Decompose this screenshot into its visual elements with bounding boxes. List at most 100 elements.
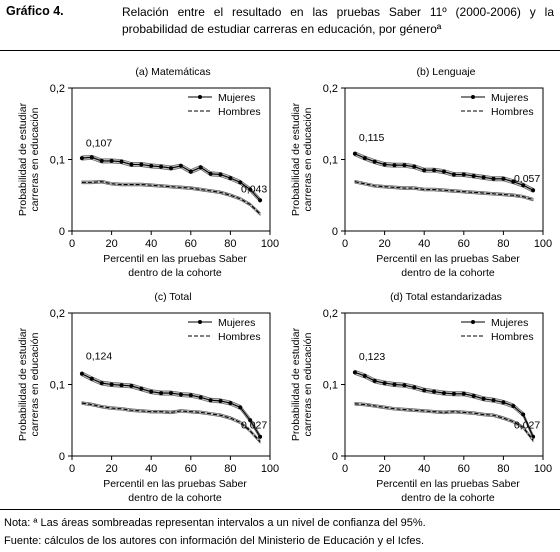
figure-title: Relación entre el resultado en las prueb… bbox=[122, 5, 554, 36]
mujeres-point bbox=[188, 169, 193, 174]
mujeres-point bbox=[218, 398, 223, 403]
y-tick-label: 0 bbox=[59, 226, 65, 238]
data-label: 0,124 bbox=[86, 350, 112, 362]
x-axis-label-line2: dentro de la cohorte bbox=[128, 267, 222, 279]
mujeres-point bbox=[89, 376, 94, 381]
y-axis-label-line1: Probabilidad de estudiar bbox=[17, 102, 29, 216]
footer-rule bbox=[0, 509, 560, 510]
data-label: 0,115 bbox=[359, 132, 385, 144]
mujeres-point bbox=[188, 393, 193, 398]
series-hombres-line bbox=[354, 181, 534, 201]
footer-source: Fuente: cálculos de los autores con info… bbox=[4, 535, 425, 547]
mujeres-point bbox=[248, 418, 253, 423]
mujeres-point bbox=[149, 163, 154, 168]
mujeres-point bbox=[382, 162, 387, 167]
y-tick-label: 0,2 bbox=[50, 83, 65, 95]
mujeres-point bbox=[442, 391, 446, 396]
mujeres-point bbox=[248, 187, 253, 192]
mujeres-point bbox=[99, 381, 104, 386]
mujeres-point bbox=[481, 396, 486, 401]
mujeres-point bbox=[511, 179, 516, 184]
legend-label-hombres: Hombres bbox=[218, 106, 261, 118]
chart-panel-3: (c) Total 0 20 40 60 80 100 0 0,1 0,2 Probabilidad… bbox=[17, 291, 279, 504]
mujeres-point bbox=[422, 168, 427, 173]
legend-label-mujeres: Mujeres bbox=[218, 317, 255, 329]
x-axis-label-line2: dentro de la cohorte bbox=[401, 492, 495, 504]
y-tick-label: 0,1 bbox=[50, 155, 65, 167]
data-label: 0,043 bbox=[241, 183, 267, 195]
x-tick-label: 0 bbox=[69, 463, 75, 475]
series-hombres-line bbox=[81, 402, 261, 443]
mujeres-point bbox=[481, 175, 486, 180]
x-tick-label: 20 bbox=[378, 238, 390, 250]
y-tick-label: 0,2 bbox=[50, 308, 65, 320]
legend-label-hombres: Hombres bbox=[218, 331, 261, 343]
chart-title: (a) Matemáticas bbox=[135, 66, 210, 78]
mujeres-point bbox=[208, 398, 213, 403]
mujeres-point bbox=[258, 198, 263, 203]
y-tick-label: 0 bbox=[59, 451, 65, 463]
mujeres-point bbox=[451, 172, 456, 177]
y-axis-label-line1: Probabilidad de estudiar bbox=[290, 327, 302, 441]
mujeres-point bbox=[362, 373, 367, 378]
y-tick-label: 0 bbox=[332, 226, 338, 238]
mujeres-point bbox=[352, 370, 357, 375]
figure-label: Gráfico 4. bbox=[6, 4, 64, 18]
mujeres-point bbox=[169, 391, 173, 396]
mujeres-point bbox=[451, 391, 456, 396]
mujeres-point bbox=[99, 158, 104, 163]
mujeres-point bbox=[402, 383, 407, 388]
mujeres-point bbox=[372, 159, 377, 164]
legend-label-mujeres: Mujeres bbox=[491, 92, 528, 104]
mujeres-point bbox=[412, 385, 417, 390]
mujeres-point bbox=[119, 159, 124, 164]
mujeres-point bbox=[218, 172, 223, 177]
y-tick-label: 0,2 bbox=[323, 83, 338, 95]
mujeres-point bbox=[412, 164, 417, 169]
x-tick-label: 80 bbox=[497, 463, 509, 475]
mujeres-point bbox=[79, 371, 84, 376]
series-hombres-band bbox=[354, 402, 534, 443]
mujeres-point bbox=[442, 169, 446, 174]
mujeres-point bbox=[178, 392, 183, 397]
mujeres-point bbox=[198, 395, 203, 400]
mujeres-point bbox=[169, 166, 173, 171]
data-label: 0,123 bbox=[359, 351, 385, 363]
data-label: 0,027 bbox=[241, 420, 267, 432]
series-hombres-band bbox=[81, 179, 261, 216]
chart-title: (b) Lenguaje bbox=[417, 66, 476, 78]
legend-marker-mujeres bbox=[471, 320, 475, 324]
mujeres-point bbox=[531, 188, 536, 193]
chart-title: (d) Total estandarizadas bbox=[390, 291, 502, 303]
mujeres-point bbox=[461, 172, 466, 177]
legend-label-mujeres: Mujeres bbox=[491, 317, 528, 329]
mujeres-point bbox=[129, 383, 134, 388]
mujeres-point bbox=[352, 151, 357, 156]
mujeres-point bbox=[198, 165, 203, 170]
mujeres-point bbox=[208, 171, 213, 176]
y-tick-label: 0,1 bbox=[323, 380, 338, 392]
mujeres-point bbox=[432, 168, 437, 173]
legend-marker-mujeres bbox=[198, 320, 202, 324]
y-tick-label: 0,1 bbox=[323, 155, 338, 167]
mujeres-point bbox=[228, 176, 233, 181]
mujeres-point bbox=[382, 381, 387, 386]
mujeres-point bbox=[461, 391, 466, 396]
series-mujeres-band bbox=[81, 371, 261, 440]
data-label: 0,057 bbox=[514, 173, 540, 185]
x-tick-label: 80 bbox=[497, 238, 509, 250]
series-mujeres-line bbox=[81, 156, 261, 201]
mujeres-point bbox=[109, 382, 114, 387]
chart-panel-1: (a) Matemáticas 0 20 40 60 80 100 0 0,1 0,2 Probab… bbox=[17, 66, 279, 279]
mujeres-point bbox=[178, 163, 183, 168]
y-axis-label-line2: carreras en educación bbox=[302, 107, 314, 211]
y-axis-label-line1: Probabilidad de estudiar bbox=[290, 102, 302, 216]
mujeres-point bbox=[501, 400, 506, 405]
series-hombres-band bbox=[354, 179, 534, 202]
x-axis-label-line1: Percentil en las pruebas Saber bbox=[376, 253, 520, 265]
charts-grid: (a) Matemáticas 0 20 40 60 80 100 0 0,1 0,2 Probab… bbox=[17, 66, 552, 504]
data-label: 0,027 bbox=[514, 420, 540, 432]
mujeres-point bbox=[139, 162, 144, 167]
series-hombres-line bbox=[354, 403, 534, 441]
legend-marker-mujeres bbox=[471, 95, 475, 99]
